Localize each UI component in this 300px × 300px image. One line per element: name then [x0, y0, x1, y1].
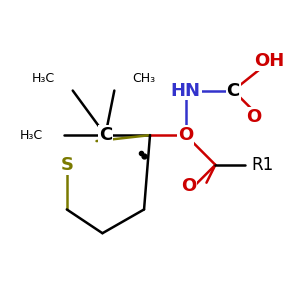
- Text: HN: HN: [171, 82, 201, 100]
- Text: OH: OH: [254, 52, 284, 70]
- Text: H₃C: H₃C: [20, 129, 43, 142]
- Text: O: O: [246, 108, 262, 126]
- Text: CH₃: CH₃: [132, 72, 155, 85]
- Text: O: O: [178, 126, 193, 144]
- Text: O: O: [181, 177, 196, 195]
- Text: H₃C: H₃C: [32, 72, 55, 85]
- Text: R1: R1: [251, 156, 273, 174]
- Text: S: S: [60, 156, 73, 174]
- Text: C: C: [226, 82, 240, 100]
- Text: C: C: [99, 126, 112, 144]
